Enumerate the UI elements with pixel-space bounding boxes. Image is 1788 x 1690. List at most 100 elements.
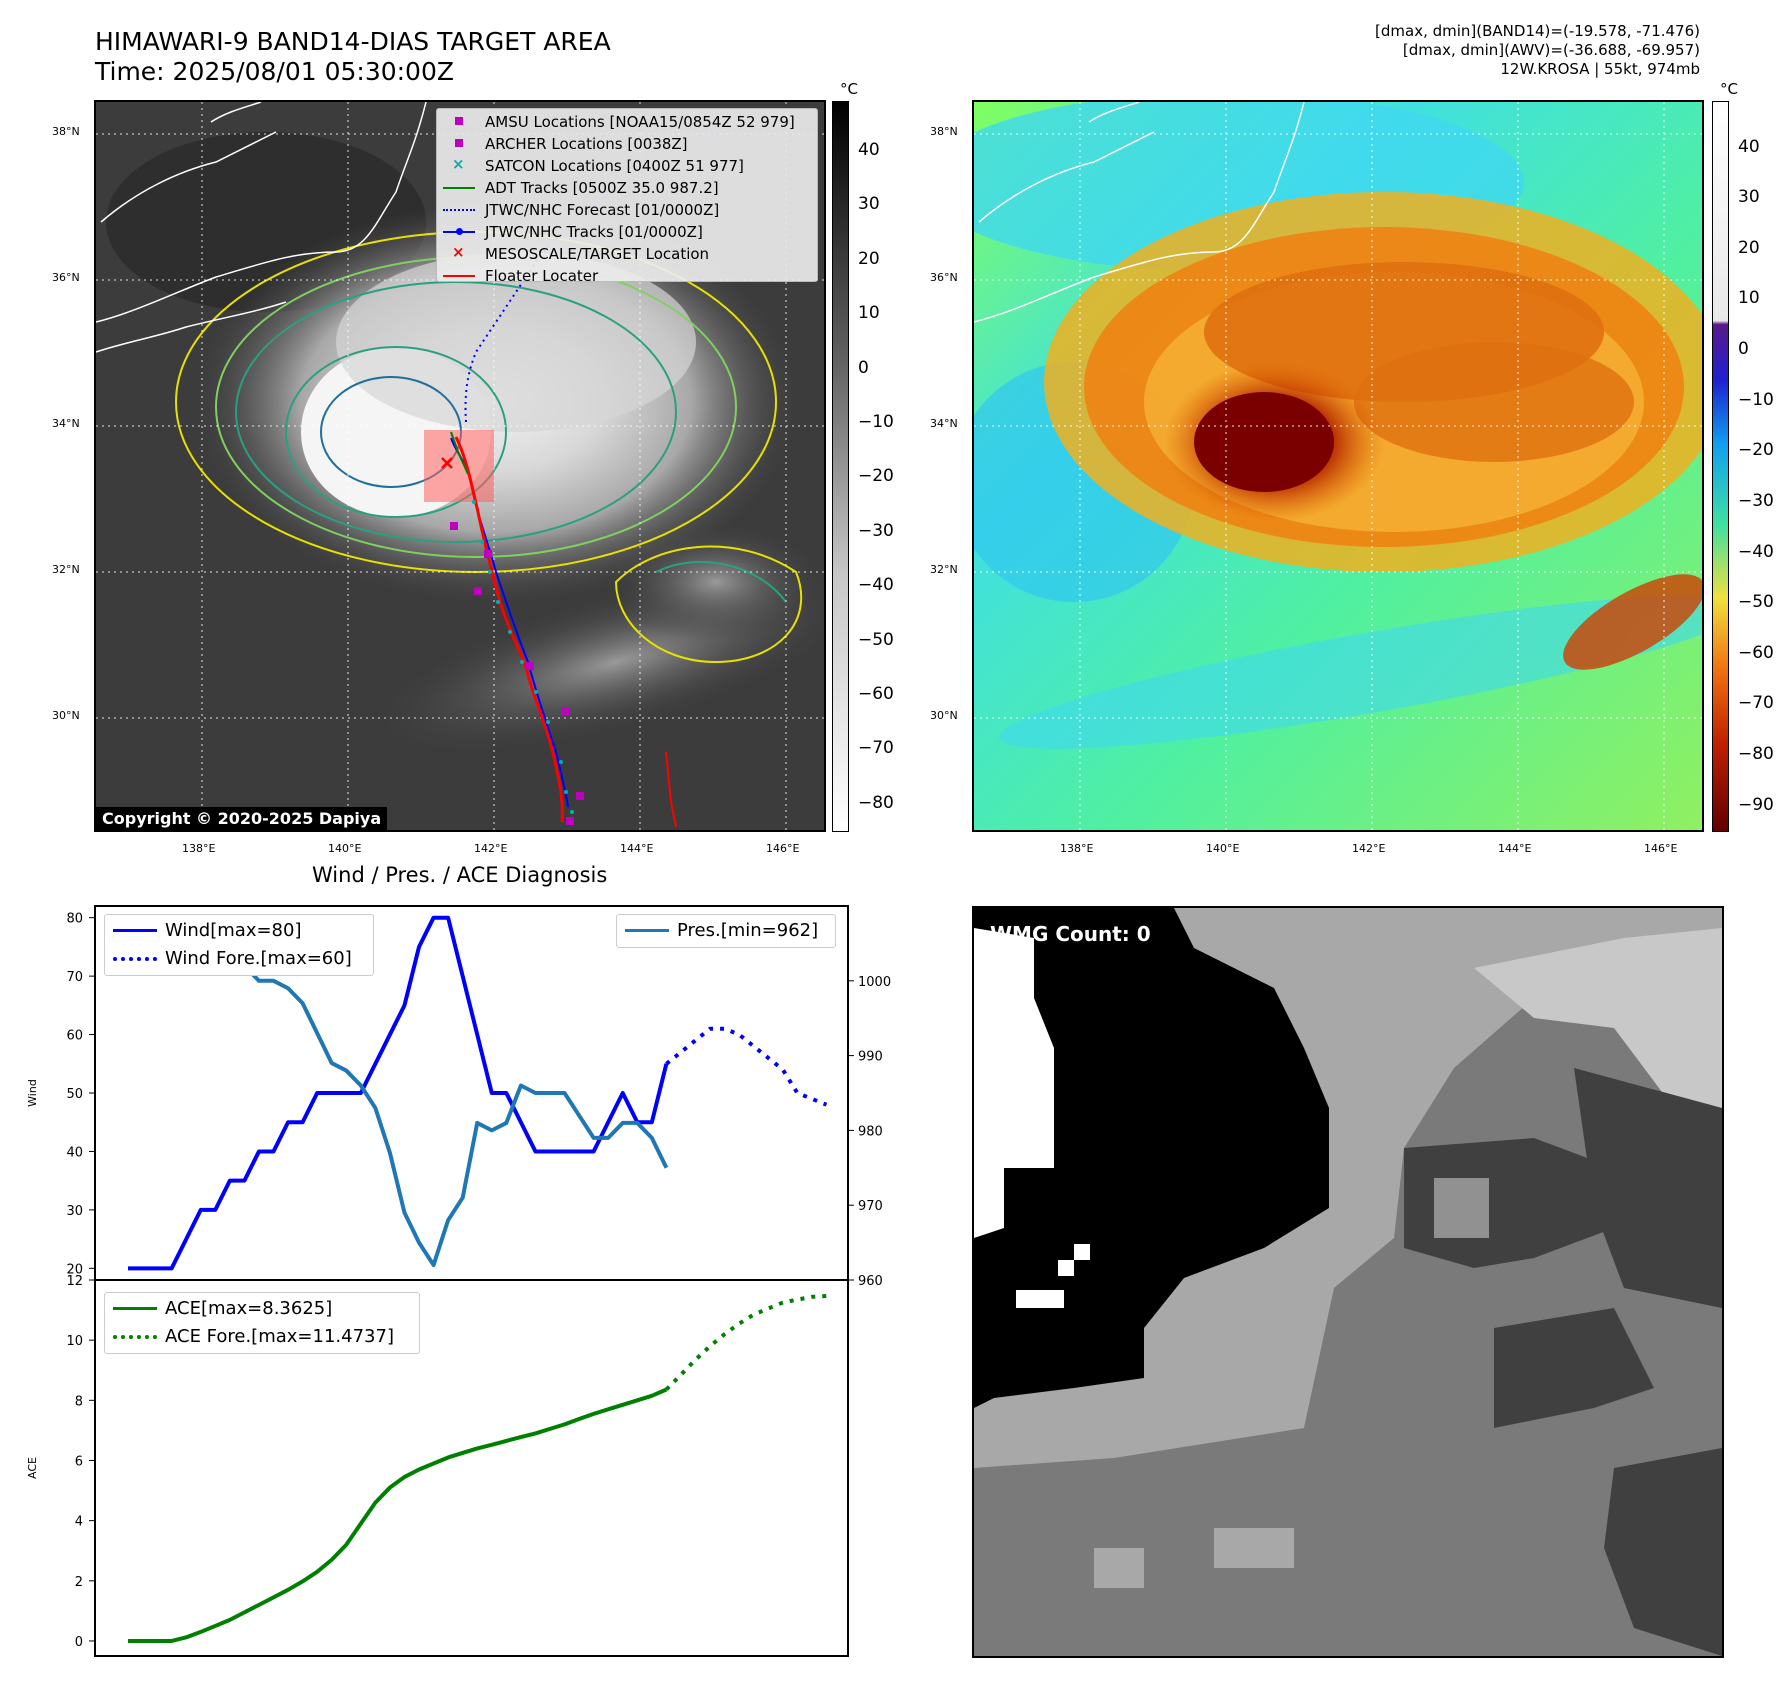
legend-archer: ARCHER Locations [0038Z] — [437, 133, 817, 155]
colorbar-tick-label: −80 — [858, 792, 894, 813]
ace-axis-label: ACE — [26, 1457, 39, 1479]
wv-cbar-unit: °C — [1720, 80, 1738, 98]
cross-icon: × — [452, 243, 465, 261]
line-icon — [113, 929, 157, 932]
title-line-1: HIMAWARI-9 BAND14-DIAS TARGET AREA — [95, 27, 611, 56]
lon-label: 142°E — [1352, 842, 1386, 855]
colorbar-tick-label: −40 — [1738, 541, 1774, 562]
ace-y-tick-label: 6 — [75, 1454, 83, 1469]
title-line-2: Time: 2025/08/01 05:30:00Z — [95, 57, 454, 86]
ace-plot-frame — [94, 1279, 849, 1657]
lon-label: 146°E — [766, 842, 800, 855]
dot-icon — [456, 228, 463, 235]
colorbar-tick-label: −90 — [1738, 794, 1774, 815]
wind-y-tick-label: 70 — [66, 970, 83, 985]
legend-wind-fore: Wind Fore.[max=60] — [105, 945, 373, 971]
colorbar-tick-label: −30 — [1738, 490, 1774, 511]
wv-colorbar — [1712, 101, 1729, 832]
ace-series-line-1 — [664, 1293, 827, 1391]
square-icon — [455, 117, 463, 125]
colorbar-tick-label: −20 — [858, 466, 894, 487]
ace-y-tick-label: 2 — [75, 1575, 83, 1590]
square-icon — [455, 139, 463, 147]
line-icon — [625, 929, 669, 932]
colorbar-tick-label: −10 — [858, 411, 894, 432]
colorbar-tick-label: −30 — [858, 520, 894, 541]
figure-title: HIMAWARI-9 BAND14-DIAS TARGET AREA Time:… — [95, 27, 611, 87]
colorbar-tick-label: 40 — [858, 139, 880, 160]
colorbar-tick-label: −60 — [858, 683, 894, 704]
ace-y-tick-label: 4 — [75, 1515, 83, 1530]
storm-info: [dmax, dmin](BAND14)=(-19.578, -71.476) … — [1375, 22, 1700, 79]
wv-map-panel — [972, 100, 1704, 832]
ir-cbar-unit: °C — [840, 80, 858, 98]
lon-label: 138°E — [182, 842, 216, 855]
lon-label: 144°E — [1498, 842, 1532, 855]
legend-ace-fore: ACE Fore.[max=11.4737] — [105, 1323, 419, 1349]
legend-amsu: AMSU Locations [NOAA15/0854Z 52 979] — [437, 111, 817, 133]
colorbar-tick-label: −50 — [858, 629, 894, 650]
lat-label: 32°N — [52, 563, 80, 576]
legend-adt: ADT Tracks [0500Z 35.0 987.2] — [437, 177, 817, 199]
ir-map-panel: Copyright © 2020-2025 Dapiya AMSU Locati… — [94, 100, 826, 832]
colorbar-tick-label: 20 — [858, 248, 880, 269]
line-icon — [113, 1307, 157, 1310]
pres-y-tick-label: 980 — [858, 1124, 883, 1139]
colorbar-tick-label: 20 — [1738, 237, 1760, 258]
info-line-1: [dmax, dmin](BAND14)=(-19.578, -71.476) — [1375, 22, 1700, 40]
dotted-line-icon — [443, 209, 475, 211]
colorbar-tick-label: −70 — [1738, 693, 1774, 714]
lon-label: 140°E — [1206, 842, 1240, 855]
series-line-0 — [128, 915, 669, 1271]
ace-y-tick-label: 10 — [66, 1334, 83, 1349]
lon-label: 144°E — [620, 842, 654, 855]
lon-label: 142°E — [474, 842, 508, 855]
series-line-1 — [665, 1026, 828, 1107]
lat-label: 30°N — [930, 709, 958, 722]
legend-tracks: JTWC/NHC Tracks [01/0000Z] — [437, 221, 817, 243]
colorbar-tick-label: 10 — [1738, 288, 1760, 309]
lon-label: 140°E — [328, 842, 362, 855]
wind-y-tick-label: 80 — [66, 912, 83, 927]
lat-label: 36°N — [930, 271, 958, 284]
pres-y-tick-label: 990 — [858, 1050, 883, 1065]
info-line-3: 12W.KROSA | 55kt, 974mb — [1500, 60, 1700, 78]
wind-axis-label: Wind — [26, 1079, 39, 1107]
colorbar-tick-label: −40 — [858, 575, 894, 596]
lon-label: 146°E — [1644, 842, 1678, 855]
wmg-count-label: WMG Count: 0 — [990, 922, 1151, 946]
colorbar-tick-label: 0 — [858, 357, 869, 378]
wmg-panel: WMG Count: 0 — [972, 906, 1724, 1658]
lon-label: 138°E — [1060, 842, 1094, 855]
line-icon — [443, 187, 475, 189]
colorbar-tick-label: −10 — [1738, 389, 1774, 410]
dotted-line-icon — [113, 1335, 157, 1339]
lat-label: 38°N — [930, 125, 958, 138]
pres-y-tick-label: 960 — [858, 1274, 883, 1289]
legend-pres: Pres.[min=962] — [617, 917, 835, 943]
wind-y-tick-label: 60 — [66, 1029, 83, 1044]
colorbar-tick-label: −50 — [1738, 592, 1774, 613]
pres-legend: Pres.[min=962] — [616, 914, 836, 948]
wind-y-tick-label: 30 — [66, 1204, 83, 1219]
ace-legend: ACE[max=8.3625] ACE Fore.[max=11.4737] — [104, 1292, 420, 1354]
wind-y-tick-label: 40 — [66, 1145, 83, 1160]
pres-y-tick-label: 970 — [858, 1199, 883, 1214]
lat-label: 38°N — [52, 125, 80, 138]
ace-y-tick-label: 0 — [75, 1635, 83, 1650]
colorbar-tick-label: 0 — [1738, 339, 1749, 360]
diagnosis-title: Wind / Pres. / ACE Diagnosis — [312, 863, 608, 887]
lat-label: 36°N — [52, 271, 80, 284]
colorbar-tick-label: 30 — [1738, 187, 1760, 208]
colorbar-tick-label: 30 — [858, 194, 880, 215]
map-legend: AMSU Locations [NOAA15/0854Z 52 979] ARC… — [436, 108, 818, 285]
copyright-label: Copyright © 2020-2025 Dapiya — [96, 807, 388, 830]
ace-y-tick-label: 8 — [75, 1394, 83, 1409]
lat-label: 32°N — [930, 563, 958, 576]
colorbar-tick-label: −80 — [1738, 744, 1774, 765]
colorbar-tick-label: −20 — [1738, 440, 1774, 461]
wind-legend: Wind[max=80] Wind Fore.[max=60] — [104, 914, 374, 976]
lat-label: 30°N — [52, 709, 80, 722]
cross-icon: × — [452, 155, 465, 173]
legend-floater: Floater Locater — [437, 265, 817, 287]
